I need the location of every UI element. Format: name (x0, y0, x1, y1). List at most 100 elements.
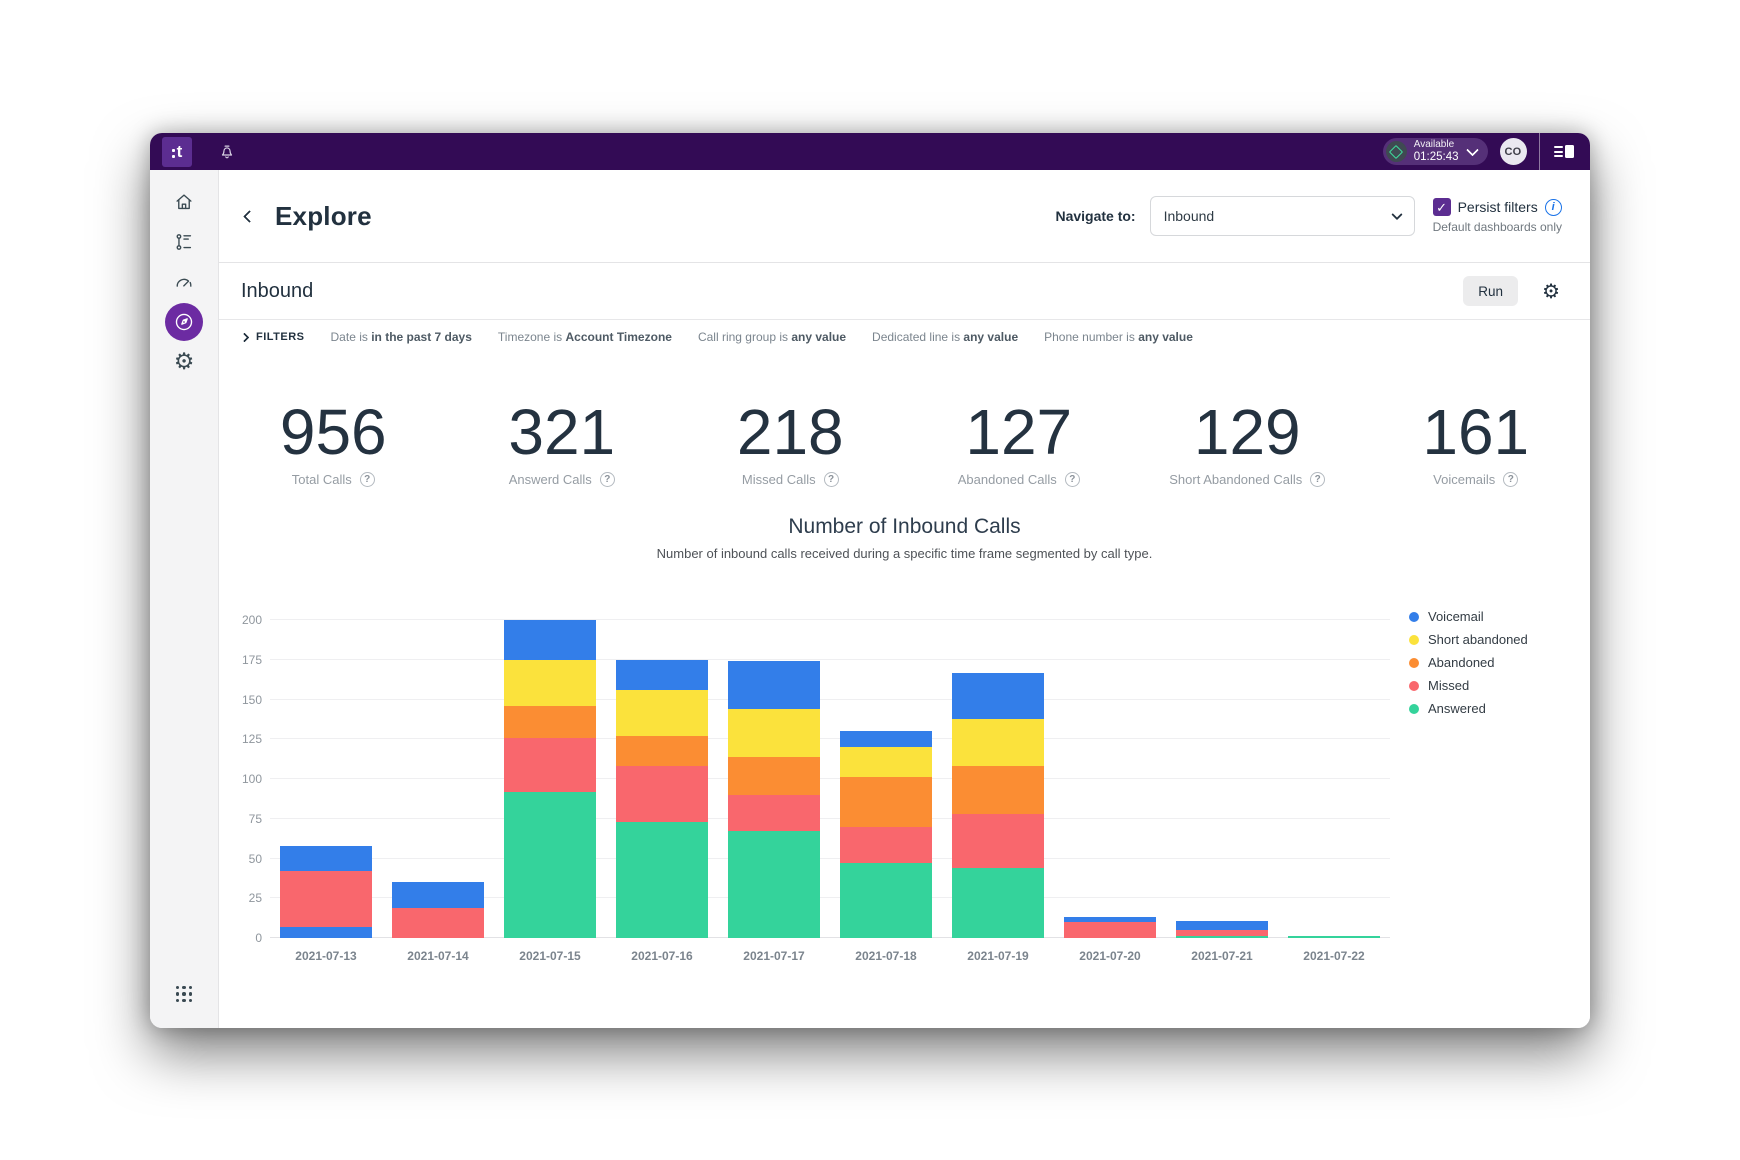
bar-segment-short-abandoned[interactable] (616, 689, 708, 737)
persist-filters-checkbox[interactable]: ✓ (1432, 198, 1451, 216)
stacked-bar-2021-07-19[interactable] (952, 672, 1044, 938)
filter-call-ring-group[interactable]: Call ring group is any value (697, 330, 847, 344)
help-icon[interactable]: ? (823, 472, 839, 487)
bar-segment-answered[interactable] (504, 791, 596, 938)
app-window: t Available 01:25:43 CO (150, 133, 1590, 1028)
help-icon[interactable]: ? (599, 472, 615, 487)
legend-item-short-abandoned[interactable]: Short abandoned (1409, 632, 1528, 647)
legend-item-answered[interactable]: Answered (1409, 701, 1528, 716)
bar-segment-answered[interactable] (728, 831, 820, 938)
help-icon[interactable]: ? (1064, 472, 1080, 487)
x-axis-tick-label: 2021-07-16 (631, 949, 693, 963)
bar-segment-missed[interactable] (840, 826, 932, 864)
bar-segment-voicemail[interactable] (280, 845, 372, 872)
notifications-button[interactable] (218, 143, 236, 161)
filter-date[interactable]: Date is in the past 7 days (330, 330, 472, 344)
bar-segment-short-abandoned[interactable] (840, 747, 932, 778)
legend-item-abandoned[interactable]: Abandoned (1409, 655, 1528, 670)
help-icon[interactable]: ? (359, 472, 375, 487)
dashboard-title: Inbound (241, 279, 314, 302)
bar-segment-missed[interactable] (1176, 930, 1268, 937)
stacked-bar-2021-07-16[interactable] (616, 659, 708, 938)
legend-label: Voicemail (1428, 609, 1484, 624)
help-icon[interactable]: ? (1310, 472, 1326, 487)
home-icon (176, 194, 192, 210)
navigate-to-select[interactable]: Inbound (1149, 196, 1415, 236)
apps-grid-button[interactable] (175, 985, 193, 1002)
stacked-bar-2021-07-18[interactable] (840, 731, 932, 938)
bar-segment-voicemail[interactable] (504, 620, 596, 660)
bar-segment-answered[interactable] (1288, 936, 1380, 938)
x-axis-tick-label: 2021-07-22 (1303, 949, 1365, 963)
availability-state: Available (1413, 139, 1455, 151)
availability-status-button[interactable]: Available 01:25:43 (1382, 138, 1488, 165)
filters-expander[interactable]: FILTERS (239, 331, 305, 343)
filter-phone-number[interactable]: Phone number is any value (1044, 330, 1193, 344)
user-avatar[interactable]: CO (1499, 138, 1527, 165)
filter-timezone[interactable]: Timezone is Account Timezone (497, 330, 672, 344)
bar-segment-voicemail[interactable] (1176, 920, 1268, 931)
bar-segment-missed[interactable] (616, 766, 708, 822)
bar-segment-short-abandoned[interactable] (728, 709, 820, 757)
stacked-bar-2021-07-13[interactable] (280, 845, 372, 938)
bar-segment-answered[interactable] (952, 868, 1044, 938)
legend-label: Short abandoned (1428, 632, 1528, 647)
bar-segment-voicemail[interactable] (952, 672, 1044, 719)
run-button[interactable]: Run (1463, 276, 1519, 306)
bar-segment-voicemail[interactable] (840, 731, 932, 748)
sidebar-item-settings[interactable]: ⚙ (164, 342, 204, 382)
bar-segment-missed[interactable] (1064, 922, 1156, 938)
x-axis-tick-label: 2021-07-20 (1079, 949, 1141, 963)
bar-segment-abandoned[interactable] (840, 777, 932, 827)
kpi-value: 161 (1422, 396, 1530, 468)
bar-segment-voicemail[interactable] (616, 659, 708, 690)
x-axis-tick-label: 2021-07-15 (519, 949, 581, 963)
stacked-bar-2021-07-20[interactable] (1064, 917, 1156, 938)
bar-segment-short-abandoned[interactable] (504, 659, 596, 706)
bar-segment-answered[interactable] (616, 821, 708, 938)
filter-dedicated-line[interactable]: Dedicated line is any value (872, 330, 1019, 344)
persist-filters-note: Default dashboards only (1432, 220, 1562, 234)
sidebar-item-explore[interactable] (165, 303, 203, 341)
left-nav-sidebar: ⚙ (150, 170, 219, 1028)
sidebar-item-home[interactable] (164, 182, 204, 222)
dashboard-section-header: Inbound Run ⚙ (219, 263, 1590, 319)
stacked-bar-2021-07-14[interactable] (392, 882, 484, 938)
bar-segment-answered[interactable] (1176, 936, 1268, 938)
bar-segment-missed[interactable] (952, 814, 1044, 869)
bar-segment-voicemail[interactable] (728, 661, 820, 710)
bar-segment-short-abandoned[interactable] (952, 718, 1044, 767)
dashboard-settings-gear-icon[interactable]: ⚙ (1542, 279, 1560, 303)
y-axis-tick-label: 25 (248, 891, 262, 906)
sidebar-item-dashboards[interactable] (164, 262, 204, 302)
legend-item-voicemail[interactable]: Voicemail (1409, 609, 1528, 624)
bar-segment-missed[interactable] (280, 871, 372, 927)
bar-segment-missed[interactable] (728, 794, 820, 832)
bar-segment-voicemail[interactable] (280, 926, 372, 938)
legend-item-missed[interactable]: Missed (1409, 678, 1528, 693)
side-panel-toggle-button[interactable] (1552, 143, 1577, 160)
stacked-bar-2021-07-15[interactable] (504, 620, 596, 938)
bar-segment-missed[interactable] (392, 907, 484, 938)
stacked-bar-2021-07-22[interactable] (1288, 936, 1380, 938)
talkdesk-logo[interactable]: t (162, 136, 192, 167)
bar-segment-abandoned[interactable] (952, 766, 1044, 814)
sidebar-item-workflows[interactable] (164, 222, 204, 262)
bar-segment-abandoned[interactable] (616, 736, 708, 767)
bar-segment-missed[interactable] (504, 737, 596, 792)
chevron-down-icon (1390, 208, 1403, 221)
stacked-bar-2021-07-21[interactable] (1176, 920, 1268, 938)
back-button[interactable] (241, 208, 258, 225)
top-bar: t Available 01:25:43 CO (150, 133, 1590, 170)
bar-segment-voicemail[interactable] (1064, 917, 1156, 923)
chart-legend: Voicemail Short abandoned Abandoned Missed A… (1409, 609, 1528, 716)
info-icon[interactable]: i (1544, 198, 1562, 216)
gear-icon: ⚙ (173, 348, 195, 375)
kpi-label: Answerd Calls (508, 472, 592, 487)
help-icon[interactable]: ? (1503, 472, 1519, 487)
bar-segment-voicemail[interactable] (392, 882, 484, 908)
bar-segment-abandoned[interactable] (728, 756, 820, 795)
stacked-bar-2021-07-17[interactable] (728, 661, 820, 938)
bar-segment-answered[interactable] (840, 863, 932, 938)
bar-segment-abandoned[interactable] (504, 705, 596, 738)
